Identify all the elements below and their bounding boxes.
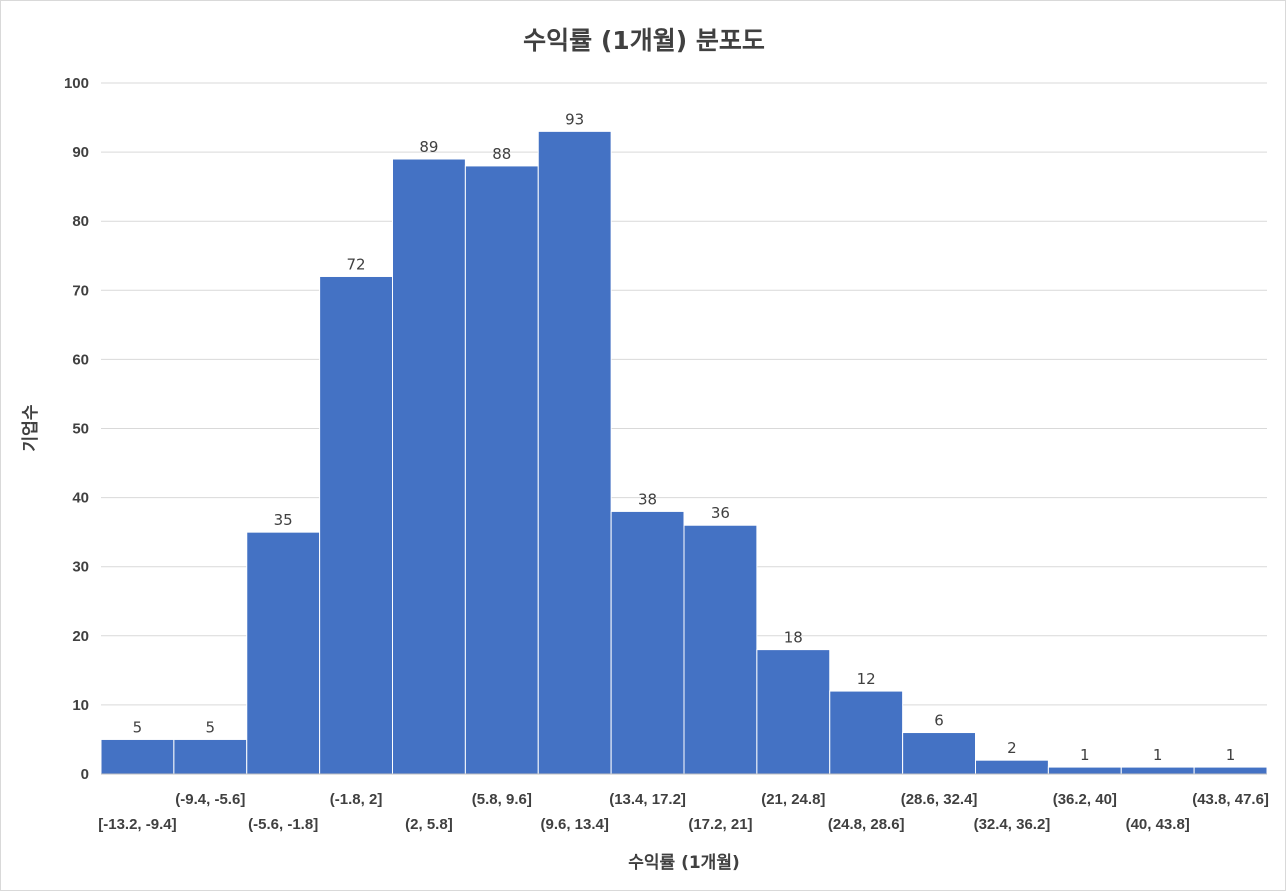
bar bbox=[683, 524, 758, 775]
x-tick-label: (2, 5.8] bbox=[405, 816, 453, 833]
data-label: 2 bbox=[1007, 739, 1017, 757]
bars bbox=[100, 130, 1268, 775]
y-tick-label: 40 bbox=[72, 490, 89, 507]
bar bbox=[464, 165, 539, 775]
y-tick-label: 60 bbox=[72, 351, 89, 368]
y-tick-label: 50 bbox=[72, 421, 89, 438]
y-tick-label: 100 bbox=[64, 75, 89, 92]
y-tick-label: 20 bbox=[72, 628, 89, 645]
x-tick-label: (-1.8, 2] bbox=[330, 791, 383, 808]
bar bbox=[902, 732, 976, 775]
data-label: 35 bbox=[274, 511, 293, 529]
x-tick-label: (9.6, 13.4] bbox=[541, 816, 609, 833]
bar bbox=[319, 275, 393, 775]
y-tick-label: 90 bbox=[72, 144, 89, 161]
data-label: 89 bbox=[419, 138, 438, 156]
x-tick-label: [-13.2, -9.4] bbox=[98, 816, 176, 833]
y-axis-ticks: 0 10 20 30 40 50 60 70 80 90 100 bbox=[64, 75, 89, 783]
x-tick-label: (36.2, 40] bbox=[1053, 791, 1117, 808]
data-label: 5 bbox=[206, 718, 216, 736]
x-tick-label: (13.4, 17.2] bbox=[609, 791, 686, 808]
bar bbox=[537, 130, 612, 775]
y-tick-label: 10 bbox=[72, 697, 89, 714]
data-labels: 5 5 35 72 89 88 93 38 36 18 12 6 2 1 1 1 bbox=[133, 110, 1236, 764]
x-tick-label: (21, 24.8] bbox=[761, 791, 825, 808]
x-tick-label: (24.8, 28.6] bbox=[828, 816, 905, 833]
bar bbox=[975, 759, 1049, 775]
chart-title: 수익률 (1개월) 분포도 bbox=[523, 26, 765, 55]
bar bbox=[610, 510, 685, 775]
bar bbox=[1193, 766, 1268, 775]
x-tick-label: (5.8, 9.6] bbox=[472, 791, 532, 808]
bar bbox=[756, 649, 831, 775]
bar bbox=[829, 690, 904, 775]
y-tick-label: 70 bbox=[72, 282, 89, 299]
data-label: 72 bbox=[347, 255, 366, 273]
x-axis-label: 수익률 (1개월) bbox=[628, 853, 740, 873]
x-axis-ticks: [-13.2, -9.4] (-9.4, -5.6](-5.6, -1.8] (-1… bbox=[98, 791, 1269, 833]
data-label: 12 bbox=[857, 670, 876, 688]
y-tick-label: 80 bbox=[72, 213, 89, 230]
bar bbox=[1047, 766, 1122, 775]
bar bbox=[246, 531, 321, 775]
x-tick-label: (-5.6, -1.8] bbox=[248, 816, 318, 833]
data-label: 1 bbox=[1153, 746, 1163, 764]
y-axis-label: 기업수 bbox=[21, 404, 41, 451]
y-tick-label: 0 bbox=[81, 766, 89, 783]
data-label: 6 bbox=[934, 712, 944, 730]
bar bbox=[100, 738, 175, 775]
data-label: 88 bbox=[492, 145, 511, 163]
x-tick-label: (-9.4, -5.6] bbox=[175, 791, 245, 808]
data-label: 38 bbox=[638, 490, 657, 508]
x-tick-label: (28.6, 32.4] bbox=[901, 791, 978, 808]
x-tick-label: (17.2, 21] bbox=[688, 816, 752, 833]
bar bbox=[173, 738, 248, 775]
x-tick-label: (32.4, 36.2] bbox=[974, 816, 1051, 833]
data-label: 18 bbox=[784, 629, 803, 647]
bar bbox=[1120, 766, 1195, 775]
data-label: 1 bbox=[1080, 746, 1090, 764]
bar bbox=[392, 158, 466, 775]
data-label: 36 bbox=[711, 504, 730, 522]
data-label: 5 bbox=[133, 718, 143, 736]
data-label: 93 bbox=[565, 110, 584, 128]
x-tick-label: (40, 43.8] bbox=[1126, 816, 1190, 833]
data-label: 1 bbox=[1226, 746, 1236, 764]
x-tick-label: (43.8, 47.6] bbox=[1192, 791, 1269, 808]
y-tick-label: 30 bbox=[72, 559, 89, 576]
